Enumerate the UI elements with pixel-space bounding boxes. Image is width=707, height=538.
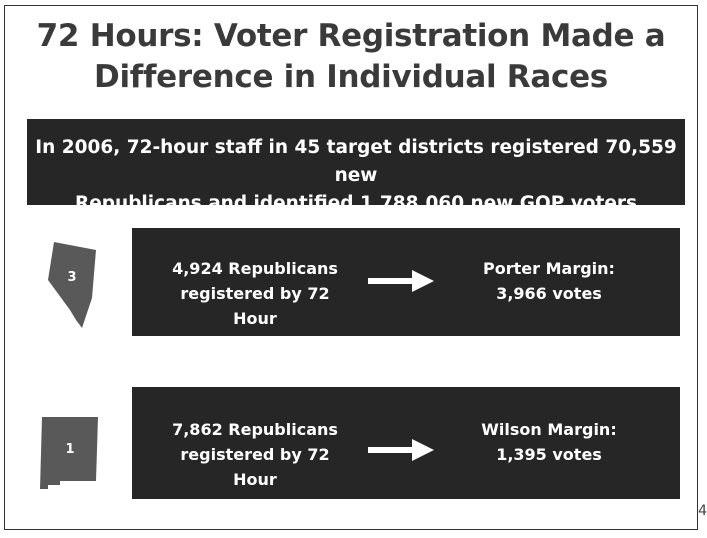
slide-title: 72 Hours: Voter Registration Made a Diff… [5,16,697,98]
margin-text: Porter Margin: 3,966 votes [474,256,624,306]
margin-label: Porter Margin: [483,259,615,278]
new-mexico-shape [40,417,98,489]
nevada-map-icon: 3 [48,242,96,328]
registered-text: 4,924 Republicans registered by 72 Hour [160,256,350,331]
page-number: 4 [698,503,707,519]
banner-line-1: In 2006, 72-hour staff in 45 target dist… [35,137,677,186]
registered-count: 7,862 Republicans [172,420,338,439]
banner-line-2: Republicans and identified 1,788,060 new… [74,193,638,214]
registered-text: 7,862 Republicans registered by 72 Hour [160,417,350,492]
margin-label: Wilson Margin: [481,420,617,439]
registered-by-label: registered by 72 Hour [180,445,330,489]
summary-banner: In 2006, 72-hour staff in 45 target dist… [27,119,685,214]
district-label-nevada: 3 [67,270,76,285]
arrow-right-icon [368,439,434,461]
margin-text: Wilson Margin: 1,395 votes [474,417,624,467]
registered-count: 4,924 Republicans [172,259,338,278]
title-line-1: 72 Hours: Voter Registration Made a [36,18,666,54]
arrow-right-icon [368,270,434,292]
new-mexico-map-icon: 1 [40,417,98,489]
nevada-shape [48,242,96,328]
district-label-new-mexico: 1 [65,442,74,457]
margin-votes: 3,966 votes [496,284,602,303]
registered-by-label: registered by 72 Hour [180,284,330,328]
margin-votes: 1,395 votes [496,445,602,464]
title-line-2: Difference in Individual Races [94,59,608,95]
result-row-nevada: 4,924 Republicans registered by 72 Hour … [132,228,680,336]
result-row-new-mexico: 7,862 Republicans registered by 72 Hour … [132,387,680,499]
